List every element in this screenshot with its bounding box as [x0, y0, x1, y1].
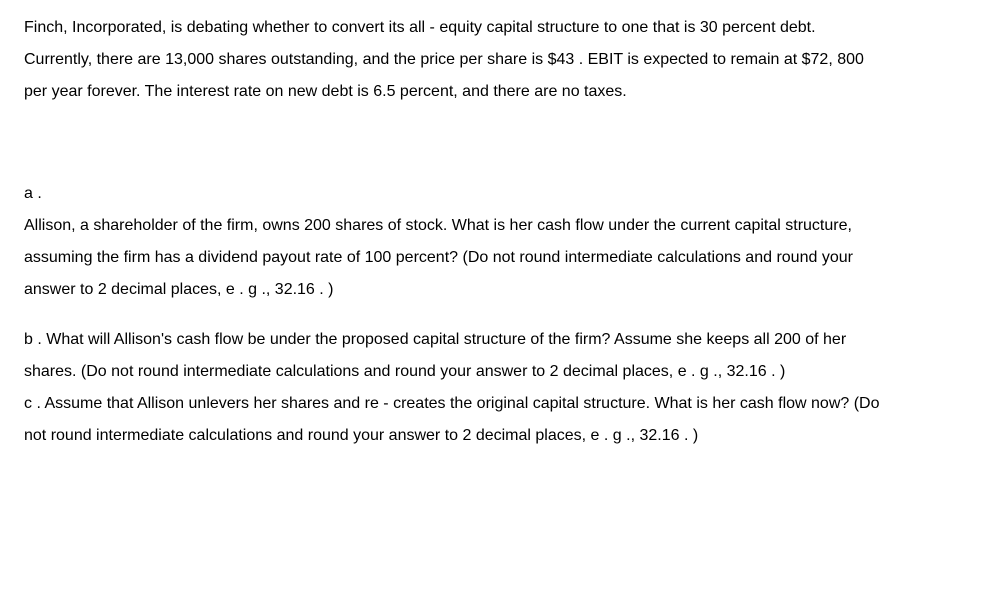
intro-paragraph: Finch, Incorporated, is debating whether… — [24, 12, 960, 108]
part-a-line-2: assuming the firm has a dividend payout … — [24, 249, 853, 266]
part-b-line-1: b . What will Allison's cash flow be und… — [24, 331, 846, 348]
part-a-line-3: answer to 2 decimal places, e . g ., 32.… — [24, 281, 334, 298]
part-a-label: a . — [24, 178, 960, 210]
part-b-line-2: shares. (Do not round intermediate calcu… — [24, 363, 785, 380]
part-b: b . What will Allison's cash flow be und… — [24, 324, 960, 388]
part-c: c . Assume that Allison unlevers her sha… — [24, 388, 960, 452]
gap-after-intro — [24, 108, 960, 178]
gap-after-a — [24, 306, 960, 324]
part-a-line-1: Allison, a shareholder of the firm, owns… — [24, 217, 852, 234]
intro-line-2: Currently, there are 13,000 shares outst… — [24, 51, 864, 68]
part-a: a . Allison, a shareholder of the firm, … — [24, 178, 960, 306]
intro-line-1: Finch, Incorporated, is debating whether… — [24, 19, 816, 36]
part-c-line-1: c . Assume that Allison unlevers her sha… — [24, 395, 880, 412]
intro-line-3: per year forever. The interest rate on n… — [24, 83, 627, 100]
part-c-line-2: not round intermediate calculations and … — [24, 427, 698, 444]
problem-container: Finch, Incorporated, is debating whether… — [24, 12, 960, 452]
